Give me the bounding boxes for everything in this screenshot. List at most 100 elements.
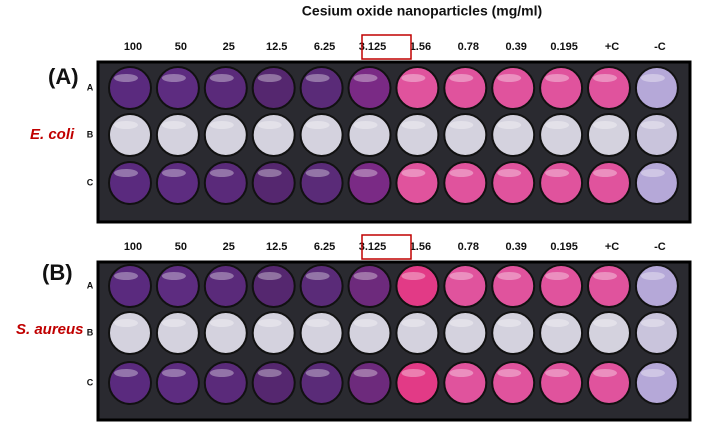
well-reflection <box>449 121 474 129</box>
organism-label: E. coli <box>30 126 75 143</box>
well <box>155 264 200 308</box>
concentration-label: 0.195 <box>550 241 578 253</box>
well <box>395 311 440 355</box>
well <box>634 311 679 355</box>
well <box>299 311 344 355</box>
well <box>203 361 248 405</box>
well <box>491 361 536 405</box>
well <box>299 113 344 157</box>
well <box>395 161 440 205</box>
well-reflection <box>545 121 570 129</box>
well-reflection <box>161 169 186 177</box>
well-reflection <box>161 121 186 129</box>
concentration-label: 6.25 <box>314 241 335 253</box>
highlight-box <box>361 234 412 260</box>
well <box>155 361 200 405</box>
well <box>251 264 296 308</box>
row-label: C <box>87 377 94 387</box>
well <box>155 113 200 157</box>
well <box>395 66 440 110</box>
well <box>203 161 248 205</box>
concentration-label: 0.195 <box>550 41 578 53</box>
well <box>587 161 631 205</box>
well <box>395 361 440 405</box>
concentration-label: 100 <box>124 241 142 253</box>
well-reflection <box>353 369 378 377</box>
concentration-label: 50 <box>175 241 187 253</box>
well-reflection <box>353 74 378 82</box>
well <box>443 361 488 405</box>
well-reflection <box>497 272 522 280</box>
well <box>395 264 440 308</box>
well <box>108 66 152 110</box>
well <box>587 66 631 110</box>
well-reflection <box>640 272 665 280</box>
well-reflection <box>497 74 522 82</box>
well <box>203 264 248 308</box>
well <box>155 311 200 355</box>
well-reflection <box>114 169 138 177</box>
well-reflection <box>257 74 282 82</box>
well-reflection <box>257 319 282 327</box>
figure-title: Cesium oxide nanoparticles (mg/ml) <box>302 3 542 19</box>
well-reflection <box>257 272 282 280</box>
concentration-label: 6.25 <box>314 41 335 53</box>
well-reflection <box>353 169 378 177</box>
well <box>108 264 152 308</box>
well <box>108 113 152 157</box>
well <box>634 113 679 157</box>
concentration-label: 1.56 <box>410 241 431 253</box>
well <box>491 113 536 157</box>
well <box>443 311 488 355</box>
well-reflection <box>209 369 234 377</box>
well <box>347 311 392 355</box>
well-reflection <box>545 169 570 177</box>
well-reflection <box>114 272 138 280</box>
well-reflection <box>401 74 426 82</box>
well-reflection <box>545 319 570 327</box>
well <box>395 113 440 157</box>
concentration-label: +C <box>605 41 619 53</box>
well <box>443 161 488 205</box>
well <box>634 66 679 110</box>
well-reflection <box>640 319 665 327</box>
well-reflection <box>305 319 330 327</box>
concentration-label: 12.5 <box>266 41 287 53</box>
concentration-label: 3.125 <box>359 41 387 53</box>
concentration-label: 50 <box>175 41 187 53</box>
well-reflection <box>305 272 330 280</box>
well <box>491 264 536 308</box>
well <box>587 311 631 355</box>
well-reflection <box>401 121 426 129</box>
well <box>347 264 392 308</box>
concentration-label: 3.125 <box>359 241 387 253</box>
well-reflection <box>640 369 665 377</box>
well-reflection <box>209 272 234 280</box>
well-reflection <box>209 169 234 177</box>
well <box>299 264 344 308</box>
well <box>251 311 296 355</box>
well <box>587 361 631 405</box>
concentration-label: -C <box>654 241 666 253</box>
well-reflection <box>401 319 426 327</box>
well-reflection <box>401 369 426 377</box>
well-reflection <box>449 319 474 327</box>
organism-label: S. aureus <box>16 321 84 338</box>
well-reflection <box>114 74 138 82</box>
well <box>443 113 488 157</box>
well <box>299 361 344 405</box>
well <box>203 311 248 355</box>
well-reflection <box>593 369 617 377</box>
well-reflection <box>593 121 617 129</box>
row-label: B <box>87 129 94 139</box>
well-reflection <box>449 369 474 377</box>
well <box>203 66 248 110</box>
well <box>155 161 200 205</box>
well <box>491 161 536 205</box>
well <box>108 361 152 405</box>
concentration-label: 1.56 <box>410 41 431 53</box>
well-reflection <box>593 272 617 280</box>
well <box>251 66 296 110</box>
well-reflection <box>401 169 426 177</box>
